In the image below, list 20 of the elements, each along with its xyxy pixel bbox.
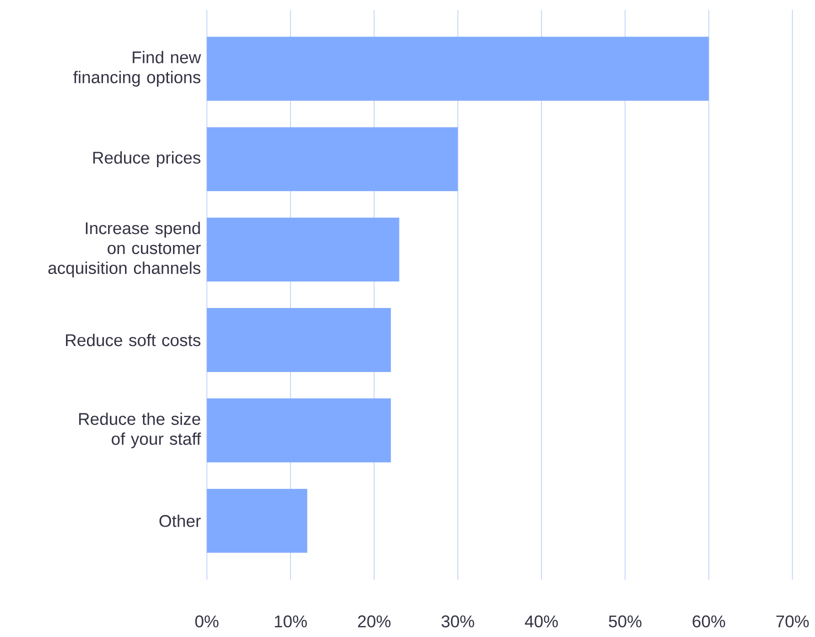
x-tick-label: 30% — [442, 616, 474, 628]
x-tick-label: 10% — [274, 616, 307, 628]
x-tick-label: 40% — [524, 616, 558, 628]
bar — [206, 398, 391, 463]
x-tick-label: 70% — [776, 616, 809, 628]
x-tick-label: 50% — [608, 616, 642, 628]
y-tick-label: Find new financing options — [73, 51, 202, 87]
bar — [206, 489, 308, 554]
y-tick-label: Reduce prices — [93, 152, 200, 168]
bar — [206, 127, 458, 192]
bar — [206, 308, 391, 372]
x-tick-label: 20% — [358, 616, 390, 628]
x-tick-label: 60% — [692, 616, 726, 628]
bar — [206, 218, 400, 282]
y-tick-label: Increase spend on customer acquisition channels — [48, 222, 201, 278]
y-tick-label: Other — [159, 514, 201, 528]
bar — [206, 37, 709, 101]
y-tick-label: Reduce soft costs — [66, 334, 200, 346]
y-tick-label: Reduce the size of your staff — [79, 412, 202, 448]
x-tick-label: 0% — [195, 616, 218, 628]
